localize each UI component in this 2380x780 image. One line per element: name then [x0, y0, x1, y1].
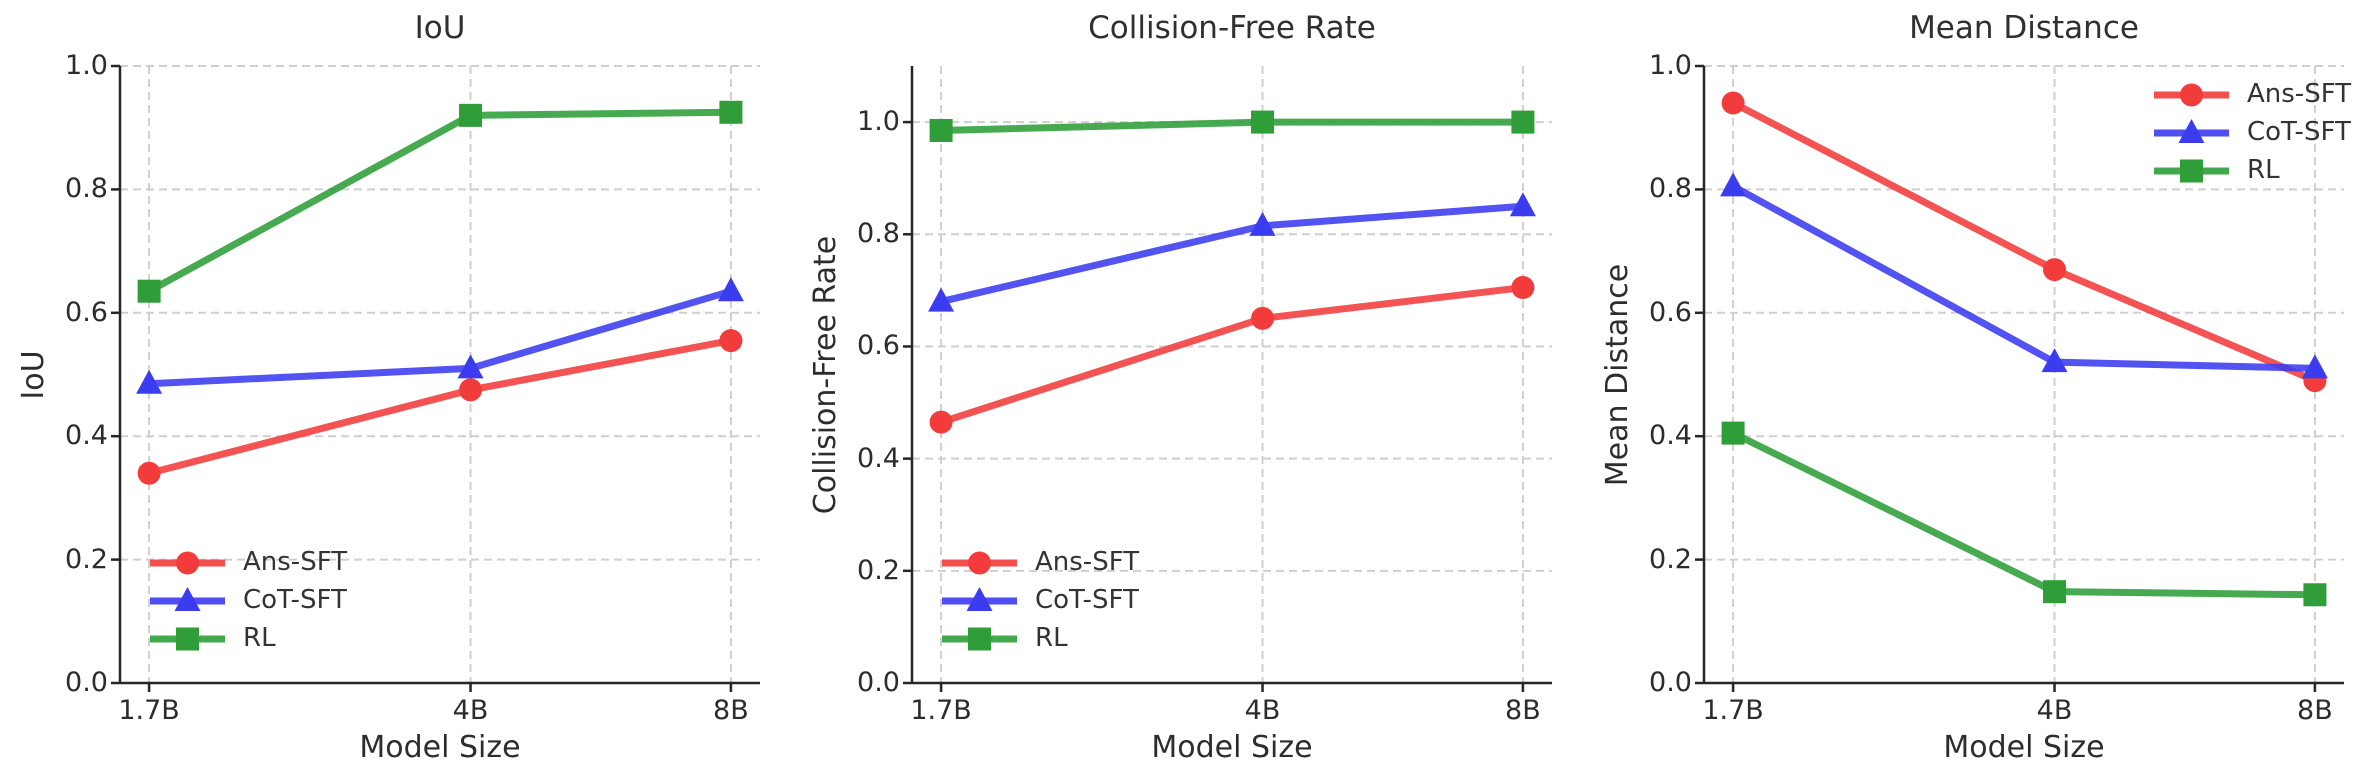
series-line-rl — [145, 108, 735, 295]
y-axis-label: Collision-Free Rate — [808, 235, 843, 514]
triangle-marker-cot-sft — [2301, 354, 2328, 379]
square-marker-rl — [929, 119, 953, 143]
legend-label: Ans-SFT — [1035, 547, 1140, 577]
square-marker-rl — [459, 103, 483, 127]
y-tick-label: 0.0 — [65, 667, 108, 698]
legend-label: RL — [243, 623, 276, 653]
circle-marker-ans-sft — [1721, 91, 1745, 115]
y-axis-label: IoU — [16, 349, 51, 400]
chart-title: Collision-Free Rate — [1088, 10, 1376, 46]
square-marker-rl — [2043, 580, 2067, 604]
legend-triangle-marker — [174, 587, 201, 611]
legend-label: RL — [2247, 155, 2280, 185]
triangle-marker-cot-sft — [457, 354, 484, 379]
square-marker-rl — [1721, 421, 1745, 445]
y-tick-label: 1.0 — [65, 50, 108, 81]
series-line-ans-sft — [145, 337, 735, 477]
square-marker-rl — [719, 100, 743, 124]
x-tick-label: 1.7B — [910, 695, 972, 726]
y-tick-label: 0.6 — [1649, 296, 1692, 328]
y-tick-label: 0.4 — [857, 442, 900, 474]
series-line-ans-sft — [1729, 99, 2319, 385]
chart-title: Mean Distance — [1909, 10, 2139, 46]
y-tick-label: 0.2 — [1649, 543, 1692, 575]
y-tick-label: 0.0 — [1649, 667, 1692, 698]
x-axis-label: Model Size — [1151, 730, 1313, 765]
triangle-marker-cot-sft — [1720, 172, 1747, 197]
triangle-marker-cot-sft — [928, 287, 955, 312]
series-line-rl — [937, 118, 1527, 135]
y-tick-label: 0.6 — [65, 296, 108, 328]
series-line-cot-sft — [937, 202, 1527, 306]
x-tick-label: 4B — [2036, 695, 2073, 726]
triangle-marker-cot-sft — [1249, 211, 1276, 236]
series-line-rl — [1729, 429, 2319, 599]
series-line-cot-sft — [145, 287, 735, 388]
triangle-marker-cot-sft — [2041, 348, 2068, 373]
legend-circle-marker — [176, 551, 199, 575]
y-tick-label: 0.8 — [65, 173, 108, 205]
legend-label: CoT-SFT — [2247, 117, 2351, 147]
legend-label: CoT-SFT — [1035, 585, 1139, 615]
square-marker-rl — [137, 279, 161, 303]
circle-marker-ans-sft — [2043, 258, 2067, 282]
y-tick-label: 0.2 — [65, 543, 108, 575]
triangle-marker-cot-sft — [1509, 192, 1536, 217]
legend-circle-marker — [2180, 83, 2203, 107]
legend-square-marker — [176, 627, 199, 651]
x-tick-label: 8B — [2297, 695, 2333, 726]
x-tick-label: 1.7B — [1702, 695, 1764, 726]
legend-label: CoT-SFT — [243, 585, 347, 615]
square-marker-rl — [1251, 110, 1275, 134]
y-tick-label: 0.4 — [1649, 420, 1692, 452]
legend-square-marker — [2180, 159, 2203, 183]
y-tick-label: 1.0 — [857, 106, 900, 138]
triangle-marker-cot-sft — [136, 369, 163, 394]
chart-title: IoU — [414, 10, 466, 46]
series-line-ans-sft — [937, 284, 1527, 426]
y-tick-label: 1.0 — [1649, 50, 1692, 81]
y-axis-label: Mean Distance — [1600, 263, 1635, 486]
x-tick-label: 8B — [713, 695, 749, 726]
y-tick-label: 0.8 — [1649, 173, 1692, 205]
x-tick-label: 4B — [452, 695, 489, 726]
circle-marker-ans-sft — [137, 461, 161, 485]
y-tick-label: 0.0 — [857, 667, 900, 698]
legend-triangle-marker — [966, 587, 993, 611]
x-axis-label: Model Size — [1943, 730, 2105, 765]
circle-marker-ans-sft — [459, 378, 483, 402]
legend-label: RL — [1035, 623, 1068, 653]
square-marker-rl — [1511, 110, 1535, 134]
square-marker-rl — [2303, 583, 2327, 607]
y-tick-label: 0.2 — [857, 554, 900, 586]
circle-marker-ans-sft — [1251, 306, 1275, 330]
circle-marker-ans-sft — [929, 410, 953, 434]
legend-circle-marker — [968, 551, 991, 575]
y-tick-label: 0.6 — [857, 330, 900, 362]
legend-triangle-marker — [2178, 119, 2205, 143]
legend-square-marker — [968, 627, 991, 651]
y-tick-label: 0.8 — [857, 218, 900, 250]
legend-label: Ans-SFT — [2247, 79, 2352, 109]
y-tick-label: 0.4 — [65, 420, 108, 452]
x-tick-label: 1.7B — [118, 695, 180, 726]
circle-marker-ans-sft — [1511, 276, 1535, 300]
x-tick-label: 8B — [1505, 695, 1541, 726]
legend-label: Ans-SFT — [243, 547, 348, 577]
circle-marker-ans-sft — [719, 329, 743, 353]
x-tick-label: 4B — [1244, 695, 1281, 726]
triangle-marker-cot-sft — [717, 277, 744, 302]
x-axis-label: Model Size — [359, 730, 521, 765]
